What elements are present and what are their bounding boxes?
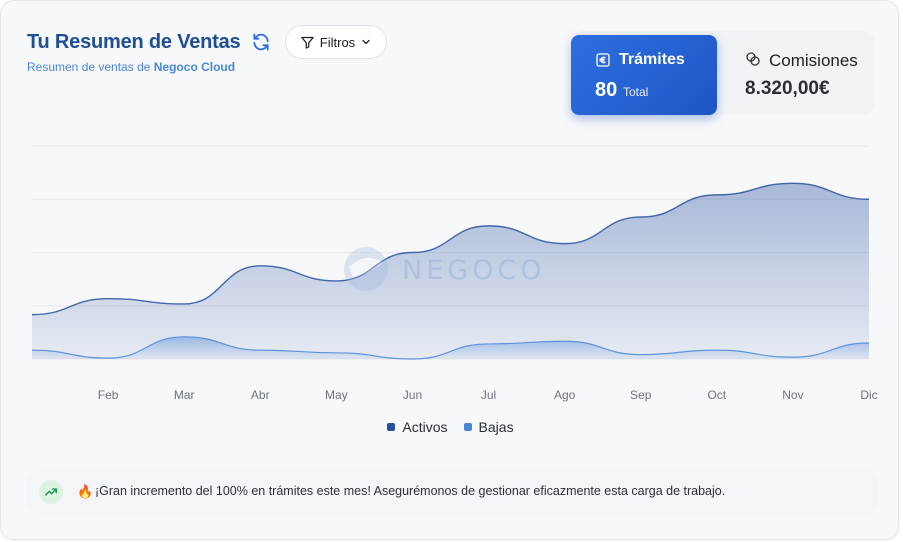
x-tick-label: Feb	[98, 388, 119, 402]
kpi-tramites-label: Trámites	[619, 51, 685, 68]
filters-label: Filtros	[319, 34, 356, 50]
alert-message: ¡Gran incremento del 100% en trámites es…	[95, 484, 726, 498]
chart-legend: Activos Bajas	[1, 419, 900, 435]
legend-label: Bajas	[478, 419, 514, 435]
fire-icon: 🔥	[77, 484, 94, 499]
page-title: Tu Resumen de Ventas	[27, 31, 241, 53]
legend-swatch	[387, 423, 396, 431]
point-activos-ago[interactable]	[560, 239, 570, 249]
x-tick-label: Ago	[554, 388, 576, 402]
x-tick-label: Jul	[481, 388, 496, 402]
x-tick-label: May	[325, 388, 348, 402]
watermark-text: NEGOCO	[402, 255, 546, 286]
point-bajas-may[interactable]	[331, 348, 341, 358]
point-activos-may[interactable]	[331, 276, 341, 286]
legend-label: Activos	[402, 419, 448, 435]
point-activos-feb[interactable]	[103, 294, 113, 304]
legend-item-bajas[interactable]: Bajas	[463, 419, 514, 435]
point-bajas-jul[interactable]	[484, 339, 494, 349]
x-tick-label: Abr	[251, 388, 270, 402]
kpi-comisiones-value: 8.320,00€	[745, 78, 830, 99]
area-activos	[32, 183, 869, 359]
point-bajas-oct[interactable]	[712, 345, 722, 355]
legend-item-activos[interactable]: Activos	[387, 419, 448, 435]
point-bajas-abr[interactable]	[255, 345, 265, 355]
coins-icon	[746, 52, 760, 66]
point-bajas-ago[interactable]	[560, 336, 570, 346]
line-activos	[31, 182, 870, 316]
refresh-icon[interactable]	[251, 32, 271, 52]
filters-button[interactable]: Filtros	[285, 25, 387, 59]
line-bajas	[31, 336, 870, 360]
area-bajas	[32, 336, 869, 359]
kpi-comisiones-tab[interactable]: Comisiones 8.320,00€	[721, 35, 875, 115]
point-bajas-mar[interactable]	[179, 332, 189, 342]
point-activos-abr[interactable]	[255, 261, 265, 271]
point-activos-jul[interactable]	[484, 221, 494, 231]
x-tick-label: Jun	[403, 388, 422, 402]
kpi-tramites-tab[interactable]: Trámites 80 Total	[571, 35, 717, 115]
kpi-comisiones-label: Comisiones	[769, 51, 858, 70]
subtitle: Resumen de ventas de Negoco Cloud	[27, 60, 235, 74]
kpi-tramites-value: 80	[595, 79, 618, 101]
x-tick-label: Dic	[860, 388, 877, 402]
trending-up-icon	[39, 480, 63, 504]
negoco-watermark-logo	[344, 247, 388, 291]
legend-swatch	[463, 423, 472, 431]
x-tick-label: Sep	[630, 388, 652, 402]
point-activos-dic[interactable]	[864, 194, 874, 204]
kpi-tramites-unit: Total	[623, 85, 649, 99]
chevron-down-icon	[362, 39, 370, 45]
point-bajas-dic[interactable]	[864, 338, 874, 348]
x-tick-label: Mar	[174, 388, 195, 402]
trend-alert: 🔥 ¡Gran incremento del 100% en trámites …	[27, 471, 879, 513]
x-tick-label: Nov	[782, 388, 803, 402]
point-activos-sep[interactable]	[636, 212, 646, 222]
point-activos-ene[interactable]	[27, 310, 37, 320]
sales-area-chart: NEGOCO Feb Mar Abr May Jun Jul Ago Sep Oct Nov Dic	[27, 145, 878, 402]
subtitle-prefix: Resumen de ventas de	[27, 60, 151, 74]
point-bajas-jun[interactable]	[407, 354, 417, 364]
x-tick-label: Oct	[707, 388, 726, 402]
point-bajas-sep[interactable]	[636, 350, 646, 360]
point-activos-oct[interactable]	[712, 190, 722, 200]
subtitle-brand: Negoco Cloud	[153, 60, 236, 74]
point-bajas-feb[interactable]	[103, 353, 113, 363]
filter-icon	[301, 36, 314, 49]
point-bajas-nov[interactable]	[788, 352, 798, 362]
point-bajas-ene[interactable]	[27, 345, 37, 355]
point-activos-mar[interactable]	[179, 299, 189, 309]
point-activos-nov[interactable]	[788, 178, 798, 188]
euro-box-icon	[596, 53, 610, 67]
